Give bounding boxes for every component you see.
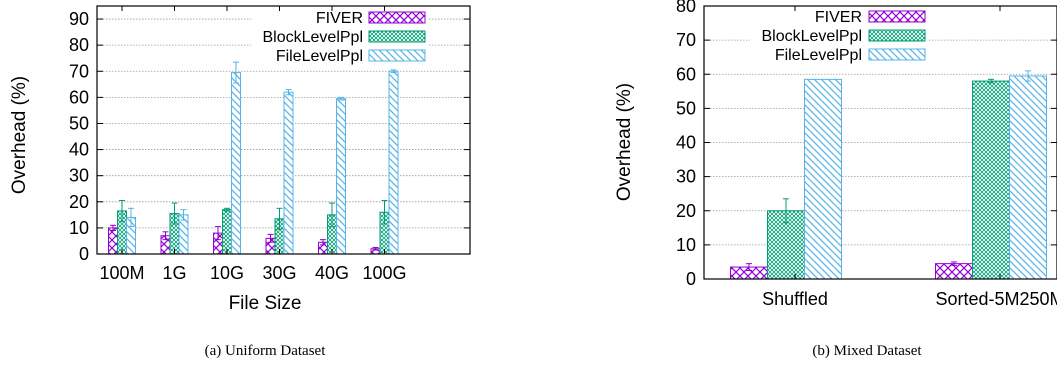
x-tick-label: 100G (362, 263, 406, 283)
x-tick-label: 10G (210, 263, 244, 283)
y-axis-label: Overhead (%) (9, 76, 30, 194)
y-tick-label: 50 (69, 113, 89, 133)
legend-label: FileLevelPpl (276, 48, 363, 65)
y-tick-label: 20 (676, 201, 696, 221)
y-tick-label: 60 (676, 64, 696, 84)
y-tick-label: 80 (676, 0, 696, 16)
x-tick-label: 40G (315, 263, 349, 283)
caption: (b) Mixed Dataset (812, 343, 922, 359)
chart-panel-uniform: Overhead (%) File Size (a) Uniform Datas… (9, 5, 471, 359)
y-tick-label: 10 (676, 235, 696, 255)
y-tick-label: 70 (69, 61, 89, 81)
y-tick-label: 90 (69, 9, 89, 29)
legend-swatch (868, 10, 926, 23)
legend-label: BlockLevelPpl (263, 29, 364, 46)
y-tick-label: 10 (69, 218, 89, 238)
bar-filelevelppl (388, 70, 399, 255)
bar-fiver (935, 263, 973, 280)
y-axis-label: Overhead (%) (614, 83, 635, 201)
bar-fiver (108, 227, 118, 255)
legend-label: FIVER (316, 10, 363, 27)
caption: (a) Uniform Dataset (205, 343, 327, 359)
legend-swatch (368, 49, 426, 62)
plot-frame (703, 5, 1057, 280)
bar-filelevelppl (336, 98, 346, 255)
bar-filelevelppl (804, 78, 842, 280)
y-tick-label: 50 (676, 98, 696, 118)
legend-label: FIVER (815, 9, 862, 26)
bar-filelevelppl (178, 214, 189, 255)
x-tick-label: Shuffled (762, 289, 828, 309)
bar-filelevelppl (231, 72, 241, 255)
bar-filelevelppl (1009, 75, 1047, 280)
legend-swatch (368, 11, 426, 24)
y-tick-label: 0 (686, 269, 696, 289)
y-tick-label: 0 (79, 244, 89, 264)
x-axis-label: File Size (229, 293, 302, 314)
y-tick-label: 80 (69, 35, 89, 55)
bar-blocklevelppl (222, 209, 232, 255)
legend-swatch (868, 48, 926, 61)
y-tick-label: 40 (69, 140, 89, 160)
legend-label: BlockLevelPpl (762, 28, 863, 45)
y-tick-label: 30 (676, 167, 696, 187)
legend-swatch (868, 29, 926, 42)
y-tick-label: 30 (69, 166, 89, 186)
x-tick-label: Sorted-5M250M (935, 289, 1057, 309)
y-tick-label: 70 (676, 30, 696, 50)
y-tick-label: 40 (676, 133, 696, 153)
chart-panel-mixed: Overhead (%) (b) Mixed Dataset 0 10 20 30 40… (614, 0, 1057, 359)
bar-blocklevelppl (972, 80, 1010, 280)
x-tick-label: 30G (262, 263, 296, 283)
legend-label: FileLevelPpl (775, 47, 862, 64)
legend-swatch (368, 30, 426, 43)
y-tick-label: 20 (69, 192, 89, 212)
x-tick-label: 1G (162, 263, 186, 283)
bar-filelevelppl (283, 91, 294, 255)
y-tick-label: 60 (69, 87, 89, 107)
x-tick-label: 100M (99, 263, 144, 283)
plot-frame (96, 5, 471, 255)
